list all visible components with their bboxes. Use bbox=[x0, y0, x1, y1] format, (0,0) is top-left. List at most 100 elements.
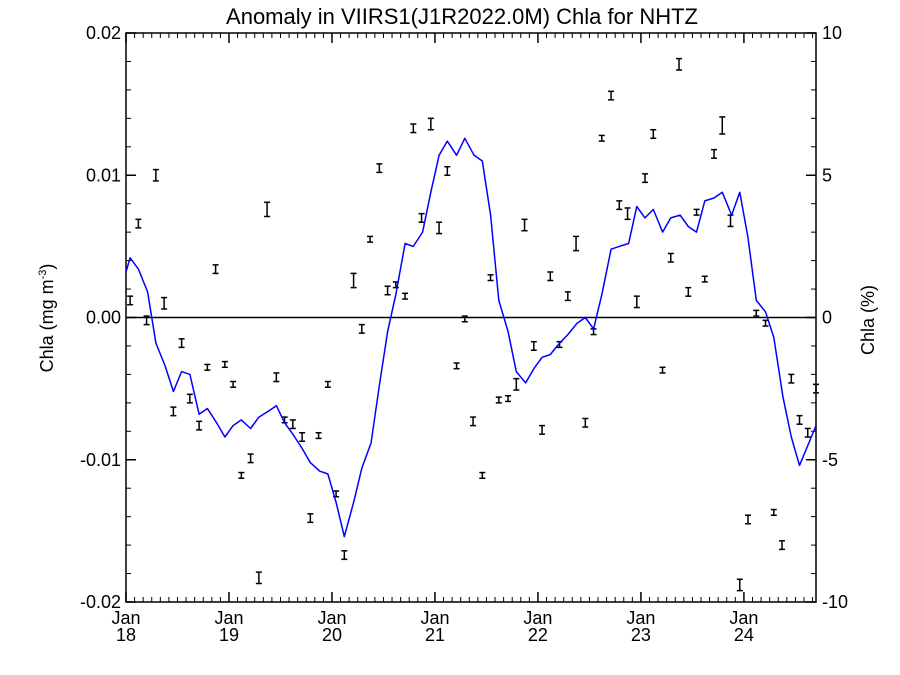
x-tick-year: 23 bbox=[631, 625, 651, 645]
x-tick-month: Jan bbox=[420, 608, 449, 628]
x-tick-month: Jan bbox=[523, 608, 552, 628]
errorbar-point bbox=[212, 264, 219, 275]
errorbar-point bbox=[573, 235, 580, 252]
y-axis-left-label-text: Chla (mg m bbox=[37, 279, 57, 372]
errorbar-point bbox=[608, 90, 615, 101]
errorbar-point bbox=[427, 117, 434, 131]
errorbar-point bbox=[178, 338, 185, 349]
errorbar-point bbox=[402, 292, 409, 300]
errorbar-point bbox=[727, 214, 734, 228]
chart-title: Anomaly in VIIRS1(J1R2022.0M) Chla for N… bbox=[226, 4, 698, 29]
errorbar-point bbox=[582, 417, 589, 428]
errorbar-point bbox=[804, 427, 811, 438]
errorbar-point bbox=[530, 340, 537, 351]
errorbar-point bbox=[590, 328, 597, 336]
errorbar-point bbox=[547, 271, 554, 282]
errorbar-point bbox=[376, 163, 383, 174]
y-left-tick-label: -0.01 bbox=[80, 450, 121, 470]
errorbar-point bbox=[247, 453, 254, 464]
errorbar-point bbox=[813, 383, 819, 394]
errorbar-point bbox=[221, 360, 228, 369]
errorbar-point bbox=[152, 168, 159, 182]
errorbar-point bbox=[745, 514, 752, 525]
y-axis-left-label: Chla (mg m-3) bbox=[37, 264, 57, 373]
errorbar-point bbox=[701, 275, 708, 283]
x-tick-month: Jan bbox=[626, 608, 655, 628]
errorbar-point bbox=[135, 218, 142, 229]
errorbar-point bbox=[616, 200, 623, 211]
errorbar-point bbox=[487, 274, 494, 282]
errorbar-point bbox=[479, 471, 486, 479]
errorbar-point bbox=[667, 252, 674, 263]
x-tick-year: 19 bbox=[219, 625, 239, 645]
y-left-tick-label: 0.01 bbox=[86, 165, 121, 185]
errorbar-point bbox=[779, 540, 786, 551]
errorbar-point bbox=[650, 128, 657, 140]
errorbar-series bbox=[127, 57, 819, 592]
y-right-tick-label: 10 bbox=[822, 23, 842, 43]
errorbar-point bbox=[495, 396, 502, 404]
errorbar-point bbox=[788, 373, 795, 384]
errorbar-point bbox=[307, 513, 314, 524]
errorbar-point bbox=[196, 420, 203, 431]
errorbar-point bbox=[444, 165, 451, 176]
errorbar-point bbox=[461, 315, 468, 323]
y-axis-left: 0.02 0.01 0.00 -0.01 -0.02 bbox=[80, 23, 136, 612]
errorbar-point bbox=[341, 550, 348, 561]
errorbar-point bbox=[564, 291, 571, 302]
errorbar-point bbox=[161, 296, 168, 310]
y-axis-left-label-exponent: -3 bbox=[37, 270, 49, 280]
errorbar-point bbox=[350, 272, 357, 289]
y-axis-right-label: Chla (%) bbox=[858, 285, 878, 355]
errorbar-point bbox=[143, 315, 150, 326]
errorbar-point bbox=[539, 424, 546, 435]
x-tick-month: Jan bbox=[111, 608, 140, 628]
y-left-tick-label: -0.02 bbox=[80, 592, 121, 612]
y-right-tick-label: 0 bbox=[822, 308, 832, 328]
x-tick-year: 24 bbox=[734, 625, 754, 645]
errorbar-point bbox=[736, 578, 743, 592]
errorbar-point bbox=[685, 286, 692, 297]
y-axis-left-label-close: ) bbox=[37, 264, 57, 270]
errorbar-point bbox=[255, 571, 262, 585]
errorbar-point bbox=[358, 323, 365, 334]
errorbar-point bbox=[273, 372, 280, 383]
errorbar-point bbox=[299, 431, 306, 443]
x-tick-month: Jan bbox=[729, 608, 758, 628]
errorbar-point bbox=[127, 295, 134, 306]
errorbar-point bbox=[315, 431, 322, 440]
x-tick-year: 22 bbox=[528, 625, 548, 645]
y-axis-right: 10 5 0 -5 -10 bbox=[806, 23, 848, 612]
errorbar-point bbox=[170, 406, 177, 417]
errorbar-point bbox=[624, 207, 631, 221]
errorbar-point bbox=[693, 208, 700, 216]
y-right-tick-label: 5 bbox=[822, 165, 832, 185]
errorbar-point bbox=[230, 380, 237, 388]
errorbar-point bbox=[598, 134, 605, 142]
errorbar-point bbox=[633, 295, 640, 309]
errorbar-point bbox=[238, 471, 245, 479]
errorbar-point bbox=[470, 416, 477, 427]
errorbar-point bbox=[505, 394, 512, 403]
errorbar-point bbox=[367, 235, 374, 243]
x-tick-year: 21 bbox=[425, 625, 445, 645]
errorbar-point bbox=[204, 363, 211, 371]
errorbar-point bbox=[642, 173, 649, 184]
chla-percent-line bbox=[125, 137, 817, 538]
errorbar-point bbox=[719, 116, 726, 135]
errorbar-point bbox=[753, 309, 760, 317]
y-right-tick-label: -5 bbox=[822, 450, 838, 470]
x-tick-month: Jan bbox=[214, 608, 243, 628]
errorbar-point bbox=[762, 319, 769, 327]
y-right-tick-label: -10 bbox=[822, 592, 848, 612]
errorbar-point bbox=[659, 366, 666, 374]
errorbar-point bbox=[513, 377, 520, 391]
x-tick-year: 18 bbox=[116, 625, 136, 645]
x-tick-year: 20 bbox=[322, 625, 342, 645]
errorbar-point bbox=[796, 414, 803, 425]
errorbar-point bbox=[521, 218, 528, 232]
errorbar-point bbox=[770, 508, 777, 516]
